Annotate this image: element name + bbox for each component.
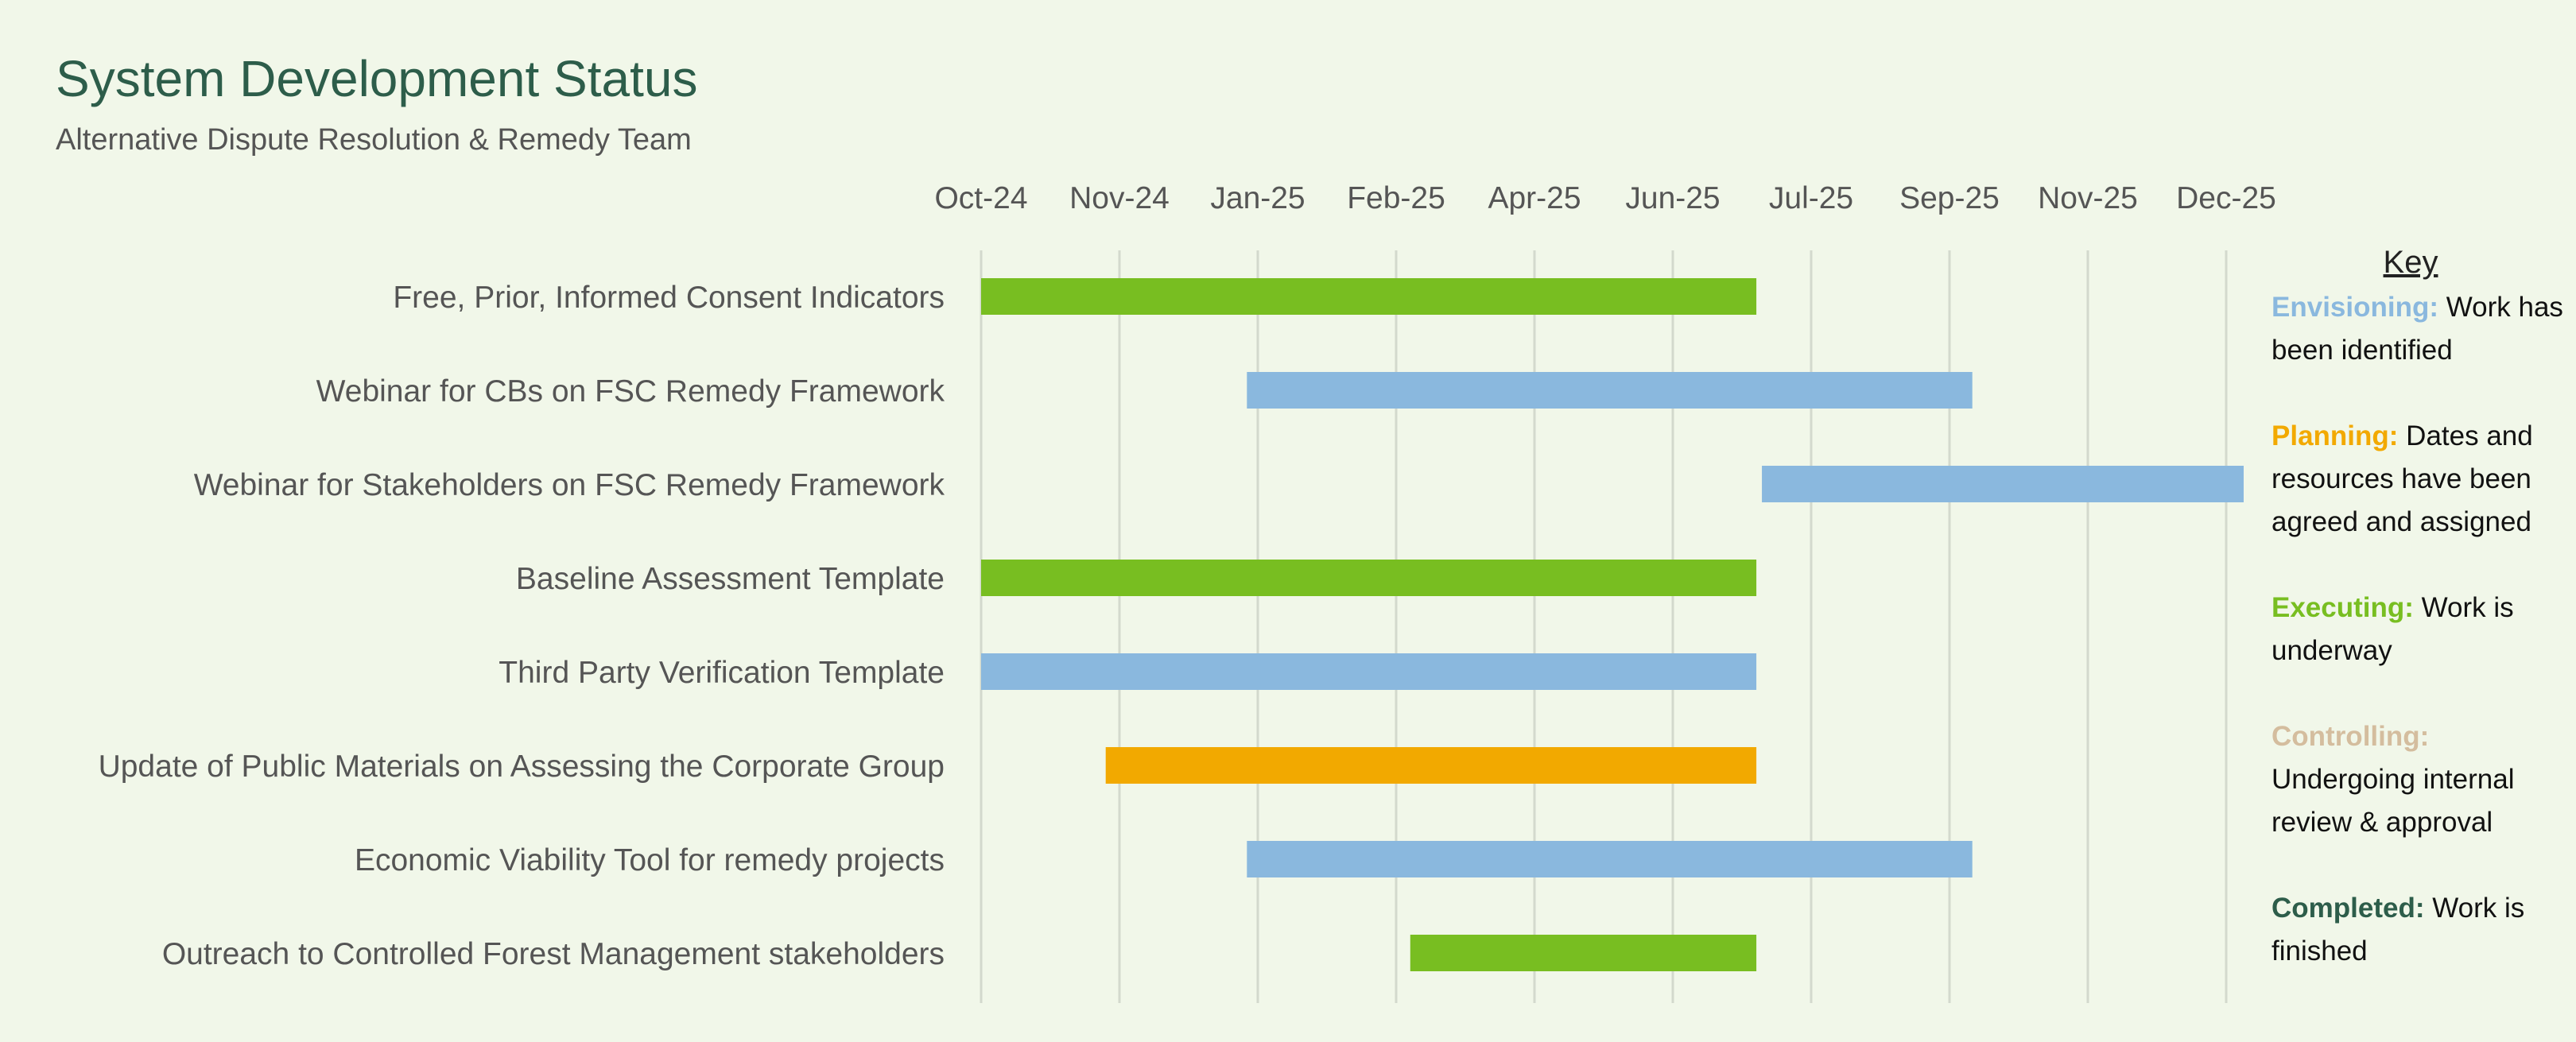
gridlines (980, 250, 2228, 1003)
task-bar (1762, 466, 2244, 502)
task-bar (1105, 747, 1757, 784)
key-text-completed: Work is finished (2271, 893, 2525, 966)
x-tick-label: Sep-25 (1899, 181, 2000, 215)
task-label: Update of Public Materials on Assessing … (99, 750, 945, 784)
task-label: Outreach to Controlled Forest Management… (162, 937, 945, 971)
x-tick-label: Jun-25 (1625, 181, 1720, 215)
key-text-planning: Dates and resources have been agreed and… (2271, 420, 2533, 537)
x-tick-label: Jan-25 (1210, 181, 1305, 215)
x-tick-label: Jul-25 (1769, 181, 1853, 215)
chart-title: System Development Status (56, 50, 698, 107)
task-bar (981, 278, 1757, 315)
status-key: Key Envisioning: Work has been identifie… (2271, 238, 2566, 973)
task-label: Third Party Verification Template (499, 656, 945, 690)
key-title: Key (2383, 245, 2438, 280)
task-bar (1247, 372, 1973, 409)
x-tick-label: Apr-25 (1488, 181, 1581, 215)
task-label: Economic Viability Tool for remedy proje… (355, 843, 945, 877)
x-axis-ticks: Oct-24 Nov-24 Jan-25 Feb-25 Apr-25 Jun-25 Jul-… (934, 181, 2275, 215)
task-bar (1410, 935, 1757, 971)
task-label: Webinar for CBs on FSC Remedy Framework (316, 374, 945, 409)
key-item-planning: Planning: Dates and resources have been … (2271, 415, 2566, 544)
x-tick-label: Nov-25 (2038, 181, 2138, 215)
key-text-envisioning: Work has been identified (2271, 292, 2563, 366)
task-label: Baseline Assessment Template (516, 562, 945, 596)
x-tick-label: Dec-25 (2176, 181, 2276, 215)
x-tick-label: Feb-25 (1347, 181, 1445, 215)
key-item-controlling: Controlling: Undergoing internal review … (2271, 715, 2566, 844)
x-tick-label: Nov-24 (1069, 181, 1170, 215)
task-bar (981, 560, 1757, 596)
task-bar (1247, 841, 1973, 877)
task-label: Free, Prior, Informed Consent Indicators (393, 281, 945, 315)
key-label-planning: Planning: (2271, 420, 2399, 451)
key-text-controlling: Undergoing internal review & approval (2271, 764, 2515, 838)
chart-subtitle: Alternative Dispute Resolution & Remedy … (56, 123, 692, 157)
task-bars (981, 278, 2244, 971)
key-item-envisioning: Envisioning: Work has been identified (2271, 286, 2566, 372)
key-item-executing: Executing: Work is underway (2271, 587, 2566, 672)
key-label-completed: Completed: (2271, 893, 2425, 924)
task-labels: Free, Prior, Informed Consent Indicators… (99, 281, 945, 971)
key-label-controlling: Controlling: (2271, 721, 2430, 752)
key-label-executing: Executing: (2271, 592, 2414, 623)
key-label-envisioning: Envisioning: (2271, 292, 2438, 323)
x-tick-label: Oct-24 (934, 181, 1027, 215)
task-bar (981, 653, 1757, 690)
key-item-completed: Completed: Work is finished (2271, 887, 2566, 973)
key-text-executing: Work is underway (2271, 592, 2514, 666)
task-label: Webinar for Stakeholders on FSC Remedy F… (194, 468, 945, 502)
